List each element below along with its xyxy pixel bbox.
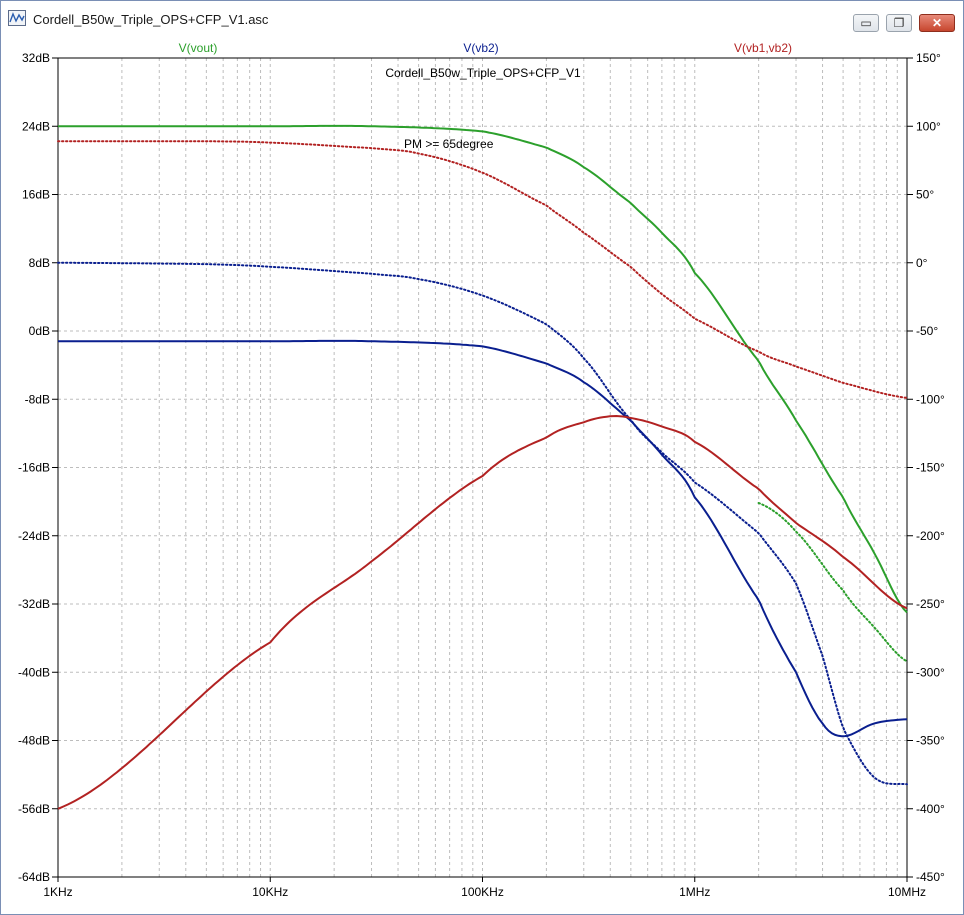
y-left-tick-label: -24dB bbox=[18, 529, 50, 543]
y-right-tick-label: 100° bbox=[916, 119, 941, 133]
close-button[interactable]: ✕ bbox=[919, 14, 955, 32]
y-left-tick-label: -64dB bbox=[18, 870, 50, 884]
series-v-vb1-vb2-phase[interactable] bbox=[57, 140, 908, 399]
series-layer bbox=[57, 124, 908, 810]
x-tick-label: 1KHz bbox=[43, 885, 72, 899]
minimize-icon: ▭ bbox=[860, 16, 872, 30]
y-right-tick-label: -200° bbox=[916, 529, 945, 543]
phase-margin-annotation: PM >= 65degree bbox=[404, 137, 494, 151]
y-right-tick-label: 0° bbox=[916, 256, 928, 270]
close-icon: ✕ bbox=[931, 16, 943, 30]
x-tick-label: 100KHz bbox=[461, 885, 504, 899]
y-right-tick-label: -450° bbox=[916, 870, 945, 884]
series-v-vb2-phase[interactable] bbox=[57, 261, 908, 786]
y-right-tick-label: -150° bbox=[916, 461, 945, 475]
minimize-button[interactable]: ▭ bbox=[853, 14, 879, 32]
y-right-tick-label: -50° bbox=[916, 324, 938, 338]
y-right-tick-label: 150° bbox=[916, 51, 941, 65]
y-left-tick-label: -40dB bbox=[18, 665, 50, 679]
y-right-tick-label: 50° bbox=[916, 188, 934, 202]
axis-ticks: 32dB 24dB 16dB 8dB 0dB -8dB -16dB -24dB -32dB -40… bbox=[18, 51, 945, 899]
legend-vb1-vb2[interactable]: V(vb1,vb2) bbox=[734, 41, 792, 55]
y-left-tick-label: -32dB bbox=[18, 597, 50, 611]
y-right-tick-label: -350° bbox=[916, 734, 945, 748]
legend-vout[interactable]: V(vout) bbox=[179, 41, 218, 55]
maximize-icon: ❐ bbox=[893, 16, 905, 30]
series-v-vout-magnitude[interactable] bbox=[58, 124, 908, 614]
y-right-tick-label: -300° bbox=[916, 665, 945, 679]
y-left-tick-label: 8dB bbox=[29, 256, 50, 270]
y-left-tick-label: 0dB bbox=[29, 324, 50, 338]
y-left-tick-label: 32dB bbox=[22, 51, 50, 65]
series-v-vout-phase[interactable] bbox=[757, 502, 908, 663]
y-left-tick-label: 16dB bbox=[22, 188, 50, 202]
y-left-tick-label: 24dB bbox=[22, 119, 50, 133]
plot-grid bbox=[57, 57, 908, 878]
maximize-button[interactable]: ❐ bbox=[886, 14, 912, 32]
y-left-tick-label: -16dB bbox=[18, 461, 50, 475]
series-v-vb2-magnitude[interactable] bbox=[58, 339, 908, 738]
window-title: Cordell_B50w_Triple_OPS+CFP_V1.asc bbox=[33, 12, 269, 27]
series-v-vb1-vb2-magnitude[interactable] bbox=[57, 414, 908, 810]
y-right-tick-label: -400° bbox=[916, 802, 945, 816]
y-left-tick-label: -56dB bbox=[18, 802, 50, 816]
x-tick-label: 10KHz bbox=[252, 885, 288, 899]
y-left-tick-label: -8dB bbox=[25, 392, 50, 406]
chart-title: Cordell_B50w_Triple_OPS+CFP_V1 bbox=[385, 66, 581, 80]
y-right-tick-label: -100° bbox=[916, 392, 945, 406]
x-tick-label: 1MHz bbox=[679, 885, 710, 899]
ltspice-waveform-icon bbox=[8, 10, 26, 26]
title-bar[interactable]: Cordell_B50w_Triple_OPS+CFP_V1.asc ▭ ❐ ✕ bbox=[1, 1, 963, 39]
x-tick-label: 10MHz bbox=[888, 885, 926, 899]
y-right-tick-label: -250° bbox=[916, 597, 945, 611]
y-left-tick-label: -48dB bbox=[18, 734, 50, 748]
legend-vb2[interactable]: V(vb2) bbox=[463, 41, 498, 55]
